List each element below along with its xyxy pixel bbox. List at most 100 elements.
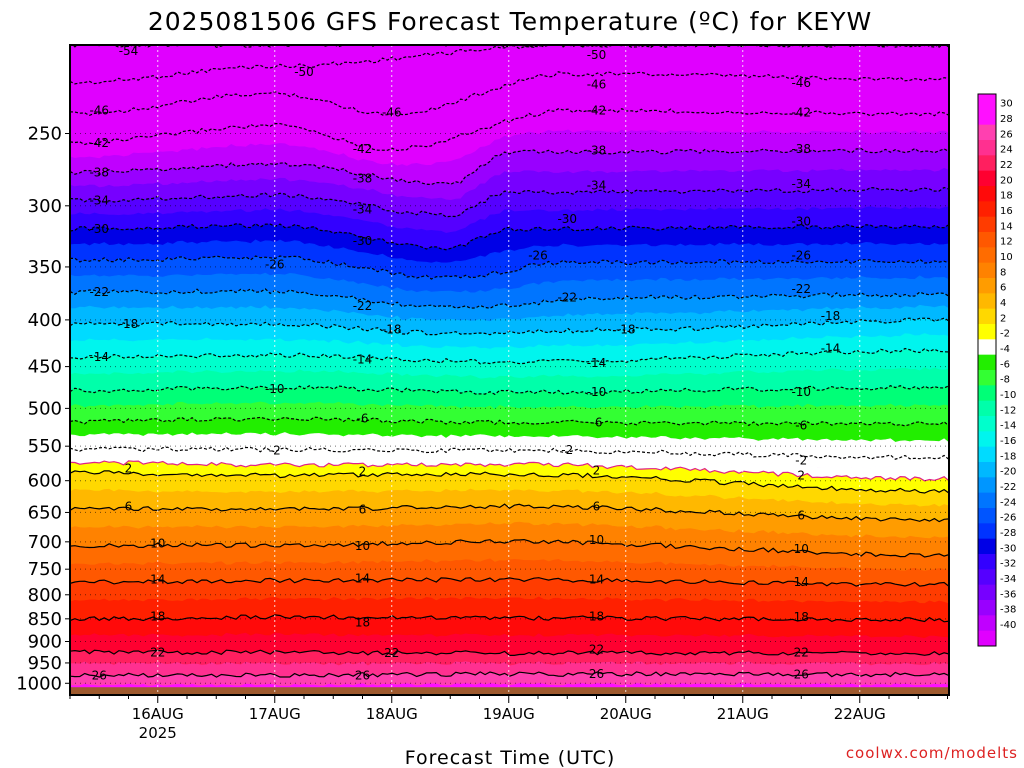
colorbar-label: -30 bbox=[1000, 543, 1016, 554]
isotherm-line bbox=[70, 147, 949, 186]
colorbar-label: -8 bbox=[1000, 375, 1010, 386]
isotherm-value-label: -6 bbox=[591, 415, 603, 429]
isotherm-value-label: -42 bbox=[791, 105, 811, 119]
isotherm-value-label: -6 bbox=[795, 418, 807, 432]
isotherm-value-label: 2 bbox=[797, 468, 805, 482]
pressure-axis: 2503003504004505005506006507007508008509… bbox=[16, 123, 70, 694]
isotherm-line bbox=[70, 416, 949, 427]
isotherm-line bbox=[70, 577, 949, 587]
colorbar-label: -28 bbox=[1000, 528, 1016, 539]
colorbar-label: -2 bbox=[1000, 329, 1010, 340]
y-tick-label: 800 bbox=[28, 585, 62, 606]
colorbar-label: 28 bbox=[1000, 114, 1013, 125]
colorbar-swatch bbox=[978, 446, 996, 463]
isotherm-value-label: 22 bbox=[794, 645, 809, 659]
isotherm-value-label: -30 bbox=[791, 214, 811, 228]
isotherm-value-label: -34 bbox=[587, 178, 607, 192]
x-tick-label: 16AUG bbox=[132, 705, 184, 723]
y-tick-label: 450 bbox=[28, 357, 62, 378]
colorbar-label: 6 bbox=[1000, 283, 1006, 294]
colorbar-label: 2 bbox=[1000, 313, 1006, 324]
colorbar-label: 14 bbox=[1000, 221, 1013, 232]
y-tick-label: 550 bbox=[28, 436, 62, 457]
isotherm-value-label: 14 bbox=[355, 572, 370, 586]
isotherm-value-label: -26 bbox=[528, 248, 548, 262]
colorbar-label: -26 bbox=[1000, 513, 1016, 524]
isotherm-value-label: -22 bbox=[557, 290, 577, 304]
isotherm-line bbox=[70, 186, 949, 218]
colorbar-swatch bbox=[978, 416, 996, 432]
colorbar-label: 10 bbox=[1000, 252, 1013, 263]
colorbar-label: 24 bbox=[1000, 145, 1013, 156]
isotherm-value-label: 6 bbox=[593, 499, 601, 513]
isotherm-line bbox=[70, 71, 949, 117]
colorbar-swatch bbox=[978, 278, 996, 294]
colorbar-label: -16 bbox=[1000, 436, 1016, 447]
y-tick-label: 750 bbox=[28, 559, 62, 580]
colorbar-swatch bbox=[978, 94, 996, 110]
colorbar-swatch bbox=[978, 109, 996, 126]
isotherm-value-label: -50 bbox=[294, 65, 314, 79]
isotherm-value-label: 14 bbox=[589, 573, 604, 587]
colorbar-label: -24 bbox=[1000, 497, 1016, 508]
colorbar-label: -22 bbox=[1000, 482, 1016, 493]
isotherm-value-label: -38 bbox=[89, 166, 109, 180]
colorbar-label: 22 bbox=[1000, 160, 1013, 171]
colorbar-label: -18 bbox=[1000, 451, 1016, 462]
grid-lines bbox=[70, 45, 949, 695]
isotherm-line bbox=[70, 470, 949, 494]
isotherm-value-label: 18 bbox=[355, 616, 370, 630]
colorbar-label: -14 bbox=[1000, 421, 1016, 432]
isotherm-value-label: 22 bbox=[384, 646, 399, 660]
y-tick-label: 850 bbox=[28, 609, 62, 630]
colorbar-swatch bbox=[978, 140, 996, 156]
colorbar-swatch bbox=[978, 477, 996, 494]
colorbar-label: 8 bbox=[1000, 267, 1006, 278]
ground-surface bbox=[70, 687, 949, 695]
colorbar-swatch bbox=[978, 508, 996, 524]
colorbar-label: -20 bbox=[1000, 467, 1016, 478]
plot-frame bbox=[69, 44, 950, 696]
colorbar-swatch bbox=[978, 538, 996, 555]
colorbar-label: -40 bbox=[1000, 620, 1016, 631]
chart-title: 2025081506 GFS Forecast Temperature (ºC)… bbox=[148, 7, 872, 36]
isotherm-line bbox=[70, 222, 949, 251]
isotherm-value-label: -18 bbox=[821, 309, 841, 323]
x-tick-label: 19AUG bbox=[483, 705, 535, 723]
isotherm-line bbox=[70, 446, 949, 460]
isotherm-labels: -54 -50 -50 -46 -46 -46 -46 -42 -42 -42 -42 -38 -38 -… bbox=[89, 44, 841, 682]
colorbar-swatch bbox=[978, 170, 996, 187]
isotherm-value-label: -38 bbox=[791, 142, 811, 156]
colorbar-swatch bbox=[978, 600, 996, 616]
site-credit: coolwx.com/modelts bbox=[846, 744, 1018, 762]
colorbar-swatch bbox=[978, 293, 996, 310]
x-tick-label: 18AUG bbox=[366, 705, 418, 723]
colorbar-frame bbox=[977, 93, 997, 647]
isotherm-line bbox=[70, 288, 949, 309]
y-tick-label: 500 bbox=[28, 398, 62, 419]
x-tick-label: 17AUG bbox=[249, 705, 301, 723]
colorbar-label: 4 bbox=[1000, 298, 1006, 309]
isotherm-value-label: 26 bbox=[589, 667, 604, 681]
colorbar-swatch bbox=[978, 385, 996, 402]
y-tick-label: 650 bbox=[28, 502, 62, 523]
colorbar-swatch bbox=[978, 462, 996, 478]
colorbar-label: -36 bbox=[1000, 589, 1016, 600]
isotherm-value-label: -18 bbox=[616, 323, 636, 337]
colorbar-swatch bbox=[978, 630, 996, 647]
isotherm-value-label: 2 bbox=[359, 464, 367, 478]
colorbar-label: -34 bbox=[1000, 574, 1016, 585]
isotherm-value-label: -54 bbox=[119, 44, 139, 58]
isotherm-value-label: 6 bbox=[359, 502, 367, 516]
isotherm-line bbox=[70, 671, 949, 678]
y-tick-label: 350 bbox=[28, 257, 62, 278]
isotherm-value-label: 22 bbox=[589, 642, 604, 656]
isotherm-value-label: -50 bbox=[587, 48, 607, 62]
isotherm-value-label: -22 bbox=[89, 285, 109, 299]
colorbar-swatch bbox=[978, 262, 996, 279]
colorbar-swatch bbox=[978, 232, 996, 248]
x-tick-label: 20AUG bbox=[600, 705, 652, 723]
isotherm-value-label: -46 bbox=[791, 76, 811, 90]
isotherm-value-label: -30 bbox=[89, 222, 109, 236]
